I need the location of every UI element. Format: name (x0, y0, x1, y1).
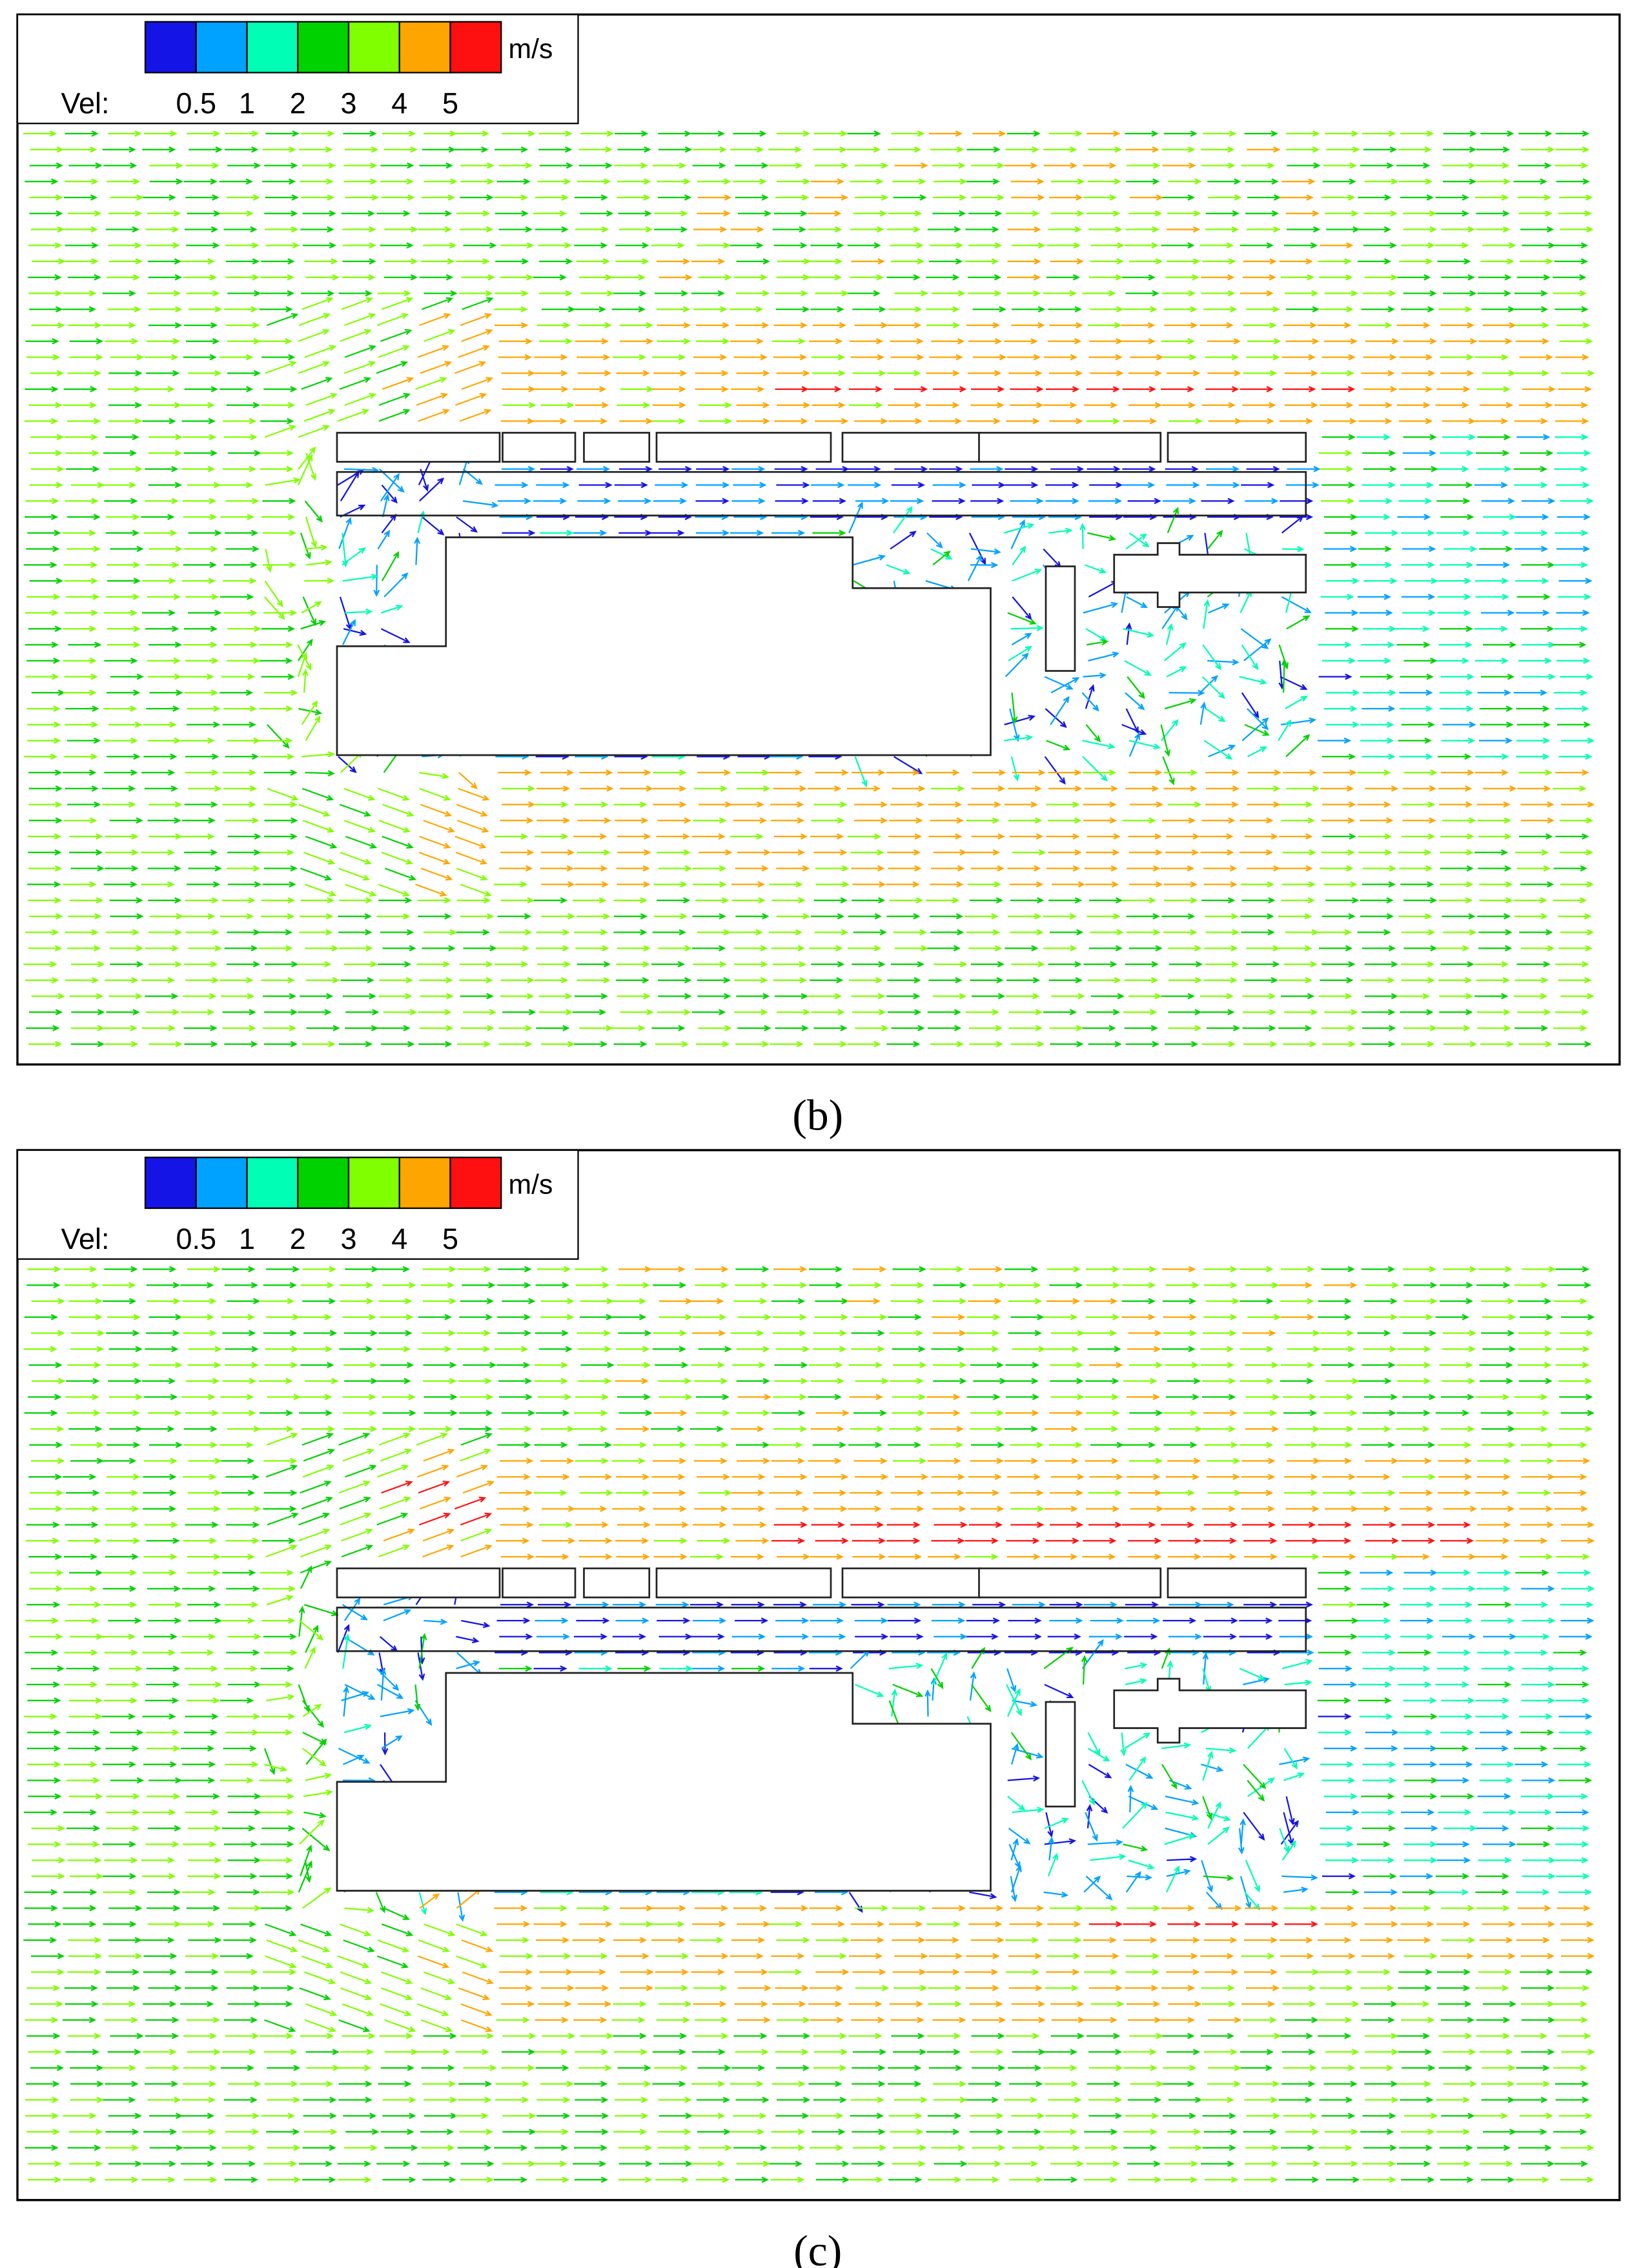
building (1113, 542, 1307, 608)
velocity-arrows (382, 130, 1595, 897)
legend-swatch (398, 1157, 451, 1210)
legend-tick: 3 (340, 87, 356, 120)
panel: m/s Vel: 0.5 1 2 3 4 5 (b) (16, 13, 1621, 1140)
obstacle (1167, 432, 1307, 463)
velocity-arrows (23, 130, 1592, 1048)
panel: m/s Vel: 0.5 1 2 3 4 5 (c) (16, 1149, 1621, 2268)
obstacle (841, 1567, 982, 1599)
legend-swatch (144, 21, 197, 74)
obstacle (502, 432, 577, 463)
legend-label: Vel: (61, 1222, 110, 1255)
obstacle (1045, 1701, 1076, 1808)
caption: (b) (792, 1091, 843, 1140)
legend-tick: 3 (340, 1222, 356, 1255)
legend-tick: 5 (442, 87, 458, 120)
obstacles (336, 432, 1307, 756)
legend: m/s Vel: 0.5 1 2 3 4 5 (16, 1149, 579, 1260)
velocity-arrows (23, 130, 1595, 1048)
velocity-arrows (775, 386, 1356, 392)
legend-tick: 4 (391, 87, 407, 120)
velocity-arrows (381, 1481, 1475, 1928)
legend-tick: 2 (290, 1222, 306, 1255)
obstacle (336, 432, 501, 463)
legend-tick: 2 (290, 87, 306, 120)
legend-swatch (195, 1157, 248, 1210)
legend-unit: m/s (509, 34, 553, 65)
legend-tick: 0.5 (176, 87, 216, 120)
obstacle (336, 1606, 1307, 1652)
legend-swatch (297, 1157, 350, 1210)
velocity-arrows (338, 1569, 1595, 1922)
building (336, 536, 992, 756)
legend: m/s Vel: 0.5 1 2 3 4 5 (16, 14, 579, 125)
plot-frame (16, 1149, 1621, 2202)
legend-tick: 5 (442, 1222, 458, 1255)
obstacle (583, 1567, 651, 1599)
legend-tick: 1 (239, 87, 255, 120)
legend-tick: 1 (239, 1222, 255, 1255)
legend-swatch (449, 1157, 502, 1210)
legend-swatch (144, 1157, 197, 1210)
obstacle (655, 432, 832, 463)
legend-tick: 4 (391, 1222, 407, 1255)
vector-field (23, 130, 1595, 1048)
legend-swatch (246, 1157, 299, 1210)
velocity-arrows (337, 452, 1352, 785)
plot-frame (16, 13, 1621, 1066)
legend-swatch (297, 21, 350, 74)
obstacle (1045, 565, 1076, 672)
legend-label: Vel: (61, 87, 110, 120)
caption: (c) (793, 2227, 842, 2268)
obstacle (336, 1567, 501, 1599)
obstacle (841, 432, 982, 463)
legend-swatch (449, 21, 502, 74)
velocity-arrows (383, 1266, 1595, 2032)
legend-tick: 0.5 (176, 1222, 216, 1255)
velocity-arrows (23, 1266, 1595, 2183)
velocity-arrows (23, 1266, 1595, 2183)
legend-swatch (347, 1157, 400, 1210)
legend-swatch (195, 21, 248, 74)
legend-swatch (398, 21, 451, 74)
obstacles (336, 1567, 1307, 1892)
obstacle (336, 471, 1307, 517)
velocity-arrows (342, 1569, 1595, 1916)
obstacle (655, 1567, 832, 1599)
obstacle (978, 432, 1162, 463)
velocity-arrows (342, 434, 1595, 787)
obstacle (978, 1567, 1162, 1599)
obstacle (583, 432, 651, 463)
velocity-arrows (338, 434, 1593, 760)
legend-swatch (347, 21, 400, 74)
legend-swatch (246, 21, 299, 74)
building (1113, 1677, 1307, 1744)
obstacle (502, 1567, 577, 1599)
legend-unit: m/s (509, 1169, 553, 1200)
vector-field (23, 1266, 1595, 2183)
obstacle (1167, 1567, 1307, 1599)
building (336, 1672, 992, 1892)
